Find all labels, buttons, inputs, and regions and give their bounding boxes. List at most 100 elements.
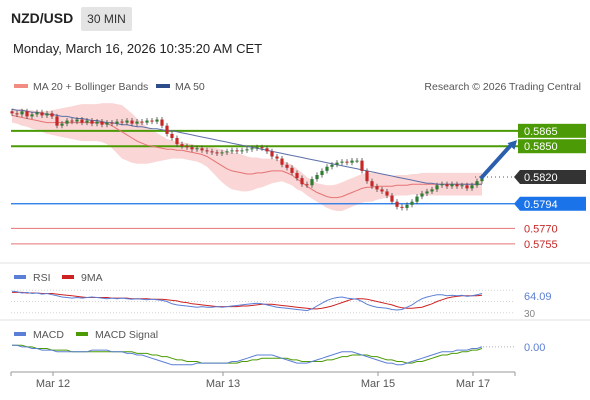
candle-body	[125, 120, 129, 123]
rsi-level-label: 30	[524, 309, 536, 320]
rsi-line	[11, 290, 483, 312]
candle-body	[425, 191, 429, 194]
candle-body	[245, 149, 249, 151]
candle-body	[420, 193, 424, 197]
candle-body	[165, 125, 169, 134]
candle-body	[290, 167, 294, 173]
ma50-line	[11, 108, 482, 185]
candle-body	[155, 119, 159, 122]
candle-body	[430, 189, 434, 192]
candle-body	[305, 184, 309, 186]
price-labels: 0.5865 0.5850 0.5820 0.5794 0.5770 0.5755	[514, 123, 586, 251]
candle-body	[370, 181, 374, 187]
price-levels	[11, 129, 518, 245]
legend-ma50: MA 50	[175, 81, 205, 93]
bollinger-band-layer	[12, 103, 482, 211]
candle-body	[310, 179, 314, 186]
candle-body	[475, 181, 479, 186]
candle-body	[75, 119, 79, 122]
candle-body	[255, 147, 259, 149]
candle-body	[30, 114, 34, 117]
legend-macd-signal: MACD Signal	[95, 329, 158, 341]
legend-rsi-ma-swatch	[62, 275, 74, 279]
candle-body	[470, 185, 474, 189]
candle-body	[360, 160, 364, 171]
bollinger-band	[12, 103, 482, 211]
candle-body	[340, 161, 344, 163]
candle-body	[145, 120, 149, 123]
candle-body	[115, 121, 119, 124]
x-tick-label: Mar 15	[361, 378, 395, 390]
candle-body	[55, 116, 59, 126]
projection-arrowhead	[507, 140, 517, 150]
candle-body	[405, 204, 409, 208]
candle-body	[60, 123, 64, 126]
candle-body	[210, 151, 214, 153]
level-tag-0.5794	[514, 196, 586, 211]
chart-header: NZD/USD 30 MIN Monday, March 16, 2026 10…	[0, 0, 590, 66]
candle-body	[410, 201, 414, 205]
candle-body	[45, 113, 49, 116]
candle-body	[350, 160, 354, 163]
candle-body	[225, 151, 229, 153]
candle-body	[160, 119, 164, 126]
candle-body	[395, 201, 399, 207]
candle-body	[135, 121, 139, 124]
candle-body	[175, 138, 179, 145]
legend-bollinger: MA 20 + Bollinger Bands	[33, 81, 148, 93]
candle-body	[415, 196, 419, 202]
candle-body	[110, 122, 114, 124]
level-label-0.5755: 0.5755	[524, 239, 558, 251]
candle-body	[40, 112, 44, 116]
candle-body	[440, 184, 444, 186]
timeframe-button[interactable]: 30 MIN	[81, 7, 132, 31]
candle-body	[150, 120, 154, 122]
candle-body	[120, 121, 124, 123]
candle-body	[450, 184, 454, 187]
candle-body	[250, 148, 254, 150]
candle-body	[285, 164, 289, 168]
macd-panel: 0.00	[12, 342, 545, 366]
level-label-0.5770: 0.5770	[524, 223, 558, 235]
candle-body	[270, 151, 274, 157]
candle-body	[335, 162, 339, 165]
candles	[10, 108, 484, 211]
candle-body	[400, 206, 404, 208]
legend-ma50-swatch	[156, 84, 170, 88]
candle-body	[390, 195, 394, 202]
candle-body	[325, 166, 329, 171]
rsi-ma-line	[12, 291, 483, 310]
candle-body	[200, 148, 204, 151]
candle-body	[480, 177, 484, 182]
candle-body	[300, 178, 304, 185]
legend-bollinger-swatch	[14, 84, 28, 88]
candle-body	[330, 164, 334, 167]
candle-body	[205, 150, 209, 152]
x-axis-ticks: Mar 12 Mar 13 Mar 15 Mar 17	[10, 372, 516, 390]
candle-body	[140, 121, 144, 123]
level-label-0.5850: 0.5850	[524, 141, 558, 153]
legend-macd-signal-swatch	[76, 332, 88, 336]
candle-body	[130, 120, 134, 124]
datetime-label: Monday, March 16, 2026 10:35:20 AM CET	[13, 41, 263, 56]
legend-rsi: RSI	[33, 272, 51, 284]
candle-body	[460, 185, 464, 187]
candle-body	[35, 112, 39, 115]
legend-rsi-ma: 9MA	[81, 272, 103, 284]
projection-arrow	[480, 143, 513, 180]
candle-body	[50, 113, 54, 117]
candle-body	[355, 160, 359, 162]
candle-body	[230, 150, 234, 152]
ma20-line	[11, 114, 482, 199]
symbol-title: NZD/USD	[11, 10, 74, 26]
x-tick-label: Mar 17	[456, 378, 490, 390]
candle-body	[375, 186, 379, 190]
candle-body	[445, 184, 449, 187]
candle-body	[15, 113, 19, 115]
candle-body	[95, 121, 99, 124]
x-tick-label: Mar 12	[36, 378, 70, 390]
candle-body	[100, 121, 104, 125]
candle-body	[25, 111, 29, 117]
candle-body	[220, 152, 224, 154]
